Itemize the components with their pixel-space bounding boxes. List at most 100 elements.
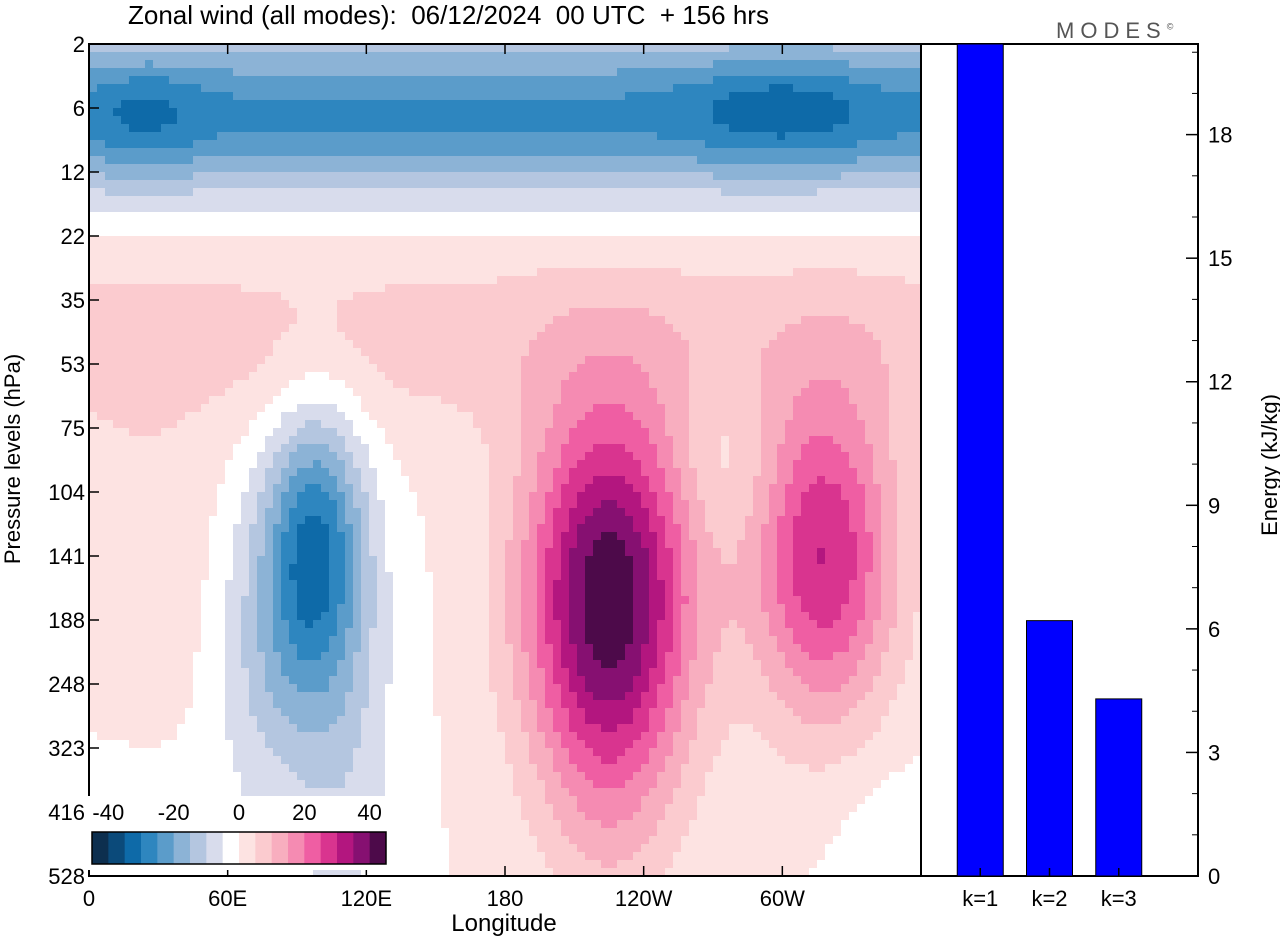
heat-cell [449,252,458,261]
heat-cell [617,132,626,141]
heat-cell [817,108,826,117]
heat-cell [881,220,890,229]
heat-cell [289,236,298,245]
heat-cell [753,124,762,133]
heat-cell [393,44,402,53]
heat-cell [369,332,378,341]
heat-cell [857,196,866,205]
heat-cell [625,332,634,341]
heat-cell [633,164,642,173]
heat-cell [169,156,178,165]
heat-cell [625,92,634,101]
heat-cell [689,412,698,421]
heat-cell [529,324,538,333]
heat-cell [769,276,778,285]
heat-cell [841,244,850,253]
heat-cell [689,356,698,365]
heat-cell [905,52,914,61]
heat-cell [873,420,882,429]
heat-cell [121,212,130,221]
heat-cell [761,132,770,141]
heat-cell [409,156,418,165]
heat-cell [201,228,210,237]
heat-cell [217,212,226,221]
heat-cell [129,356,138,365]
heat-cell [353,356,362,365]
heat-cell [377,100,386,109]
heat-cell [417,148,426,157]
heat-cell [905,92,914,101]
heat-cell [545,116,554,125]
heat-cell [561,228,570,237]
heat-cell [185,156,194,165]
heat-cell [201,244,210,253]
heat-cell [537,276,546,285]
heat-cell [633,228,642,237]
heat-cell [617,284,626,293]
heat-cell [697,332,706,341]
heat-cell [257,316,266,325]
heat-cell [881,108,890,117]
heat-cell [401,108,410,117]
heat-cell [433,44,442,53]
heat-cell [153,324,162,333]
heat-cell [225,172,234,181]
heat-cell [873,236,882,245]
heat-cell [97,52,106,61]
heat-cell [585,108,594,117]
heat-cell [873,92,882,101]
heat-cell [457,284,466,293]
heat-cell [745,364,754,373]
heat-cell [593,420,602,429]
heat-cell [233,156,242,165]
heat-cell [193,404,202,413]
heat-cell [857,308,866,317]
heat-cell [209,100,218,109]
heat-cell [545,316,554,325]
heat-cell [337,284,346,293]
heat-cell [809,148,818,157]
heat-cell [281,68,290,77]
heat-cell [881,172,890,181]
heat-cell [657,412,666,421]
heat-cell [585,204,594,213]
heat-cell [817,180,826,189]
heat-cell [425,44,434,53]
heat-cell [217,380,226,389]
heat-cell [353,92,362,101]
heat-cell [689,388,698,397]
heat-cell [329,308,338,317]
heat-cell [657,364,666,373]
heat-cell [409,108,418,117]
heat-cell [329,364,338,373]
heat-cell [145,52,154,61]
heat-cell [793,316,802,325]
heat-cell [281,140,290,149]
heat-cell [193,204,202,213]
heat-cell [473,292,482,301]
heat-cell [105,204,114,213]
heat-cell [641,332,650,341]
heat-cell [89,268,98,277]
heat-cell [489,388,498,397]
heat-cell [553,324,562,333]
heat-cell [185,236,194,245]
heat-cell [873,188,882,197]
heat-cell [617,404,626,413]
heat-cell [905,148,914,157]
heat-cell [385,276,394,285]
heat-cell [521,124,530,133]
heat-cell [313,260,322,269]
heat-cell [225,332,234,341]
heat-cell [577,196,586,205]
heat-cell [545,260,554,269]
heat-cell [865,92,874,101]
heat-cell [737,332,746,341]
heat-cell [281,236,290,245]
heat-cell [817,292,826,301]
heat-cell [353,212,362,221]
heat-cell [633,252,642,261]
heat-cell [873,372,882,381]
heat-cell [145,76,154,85]
heat-cell [401,68,410,77]
